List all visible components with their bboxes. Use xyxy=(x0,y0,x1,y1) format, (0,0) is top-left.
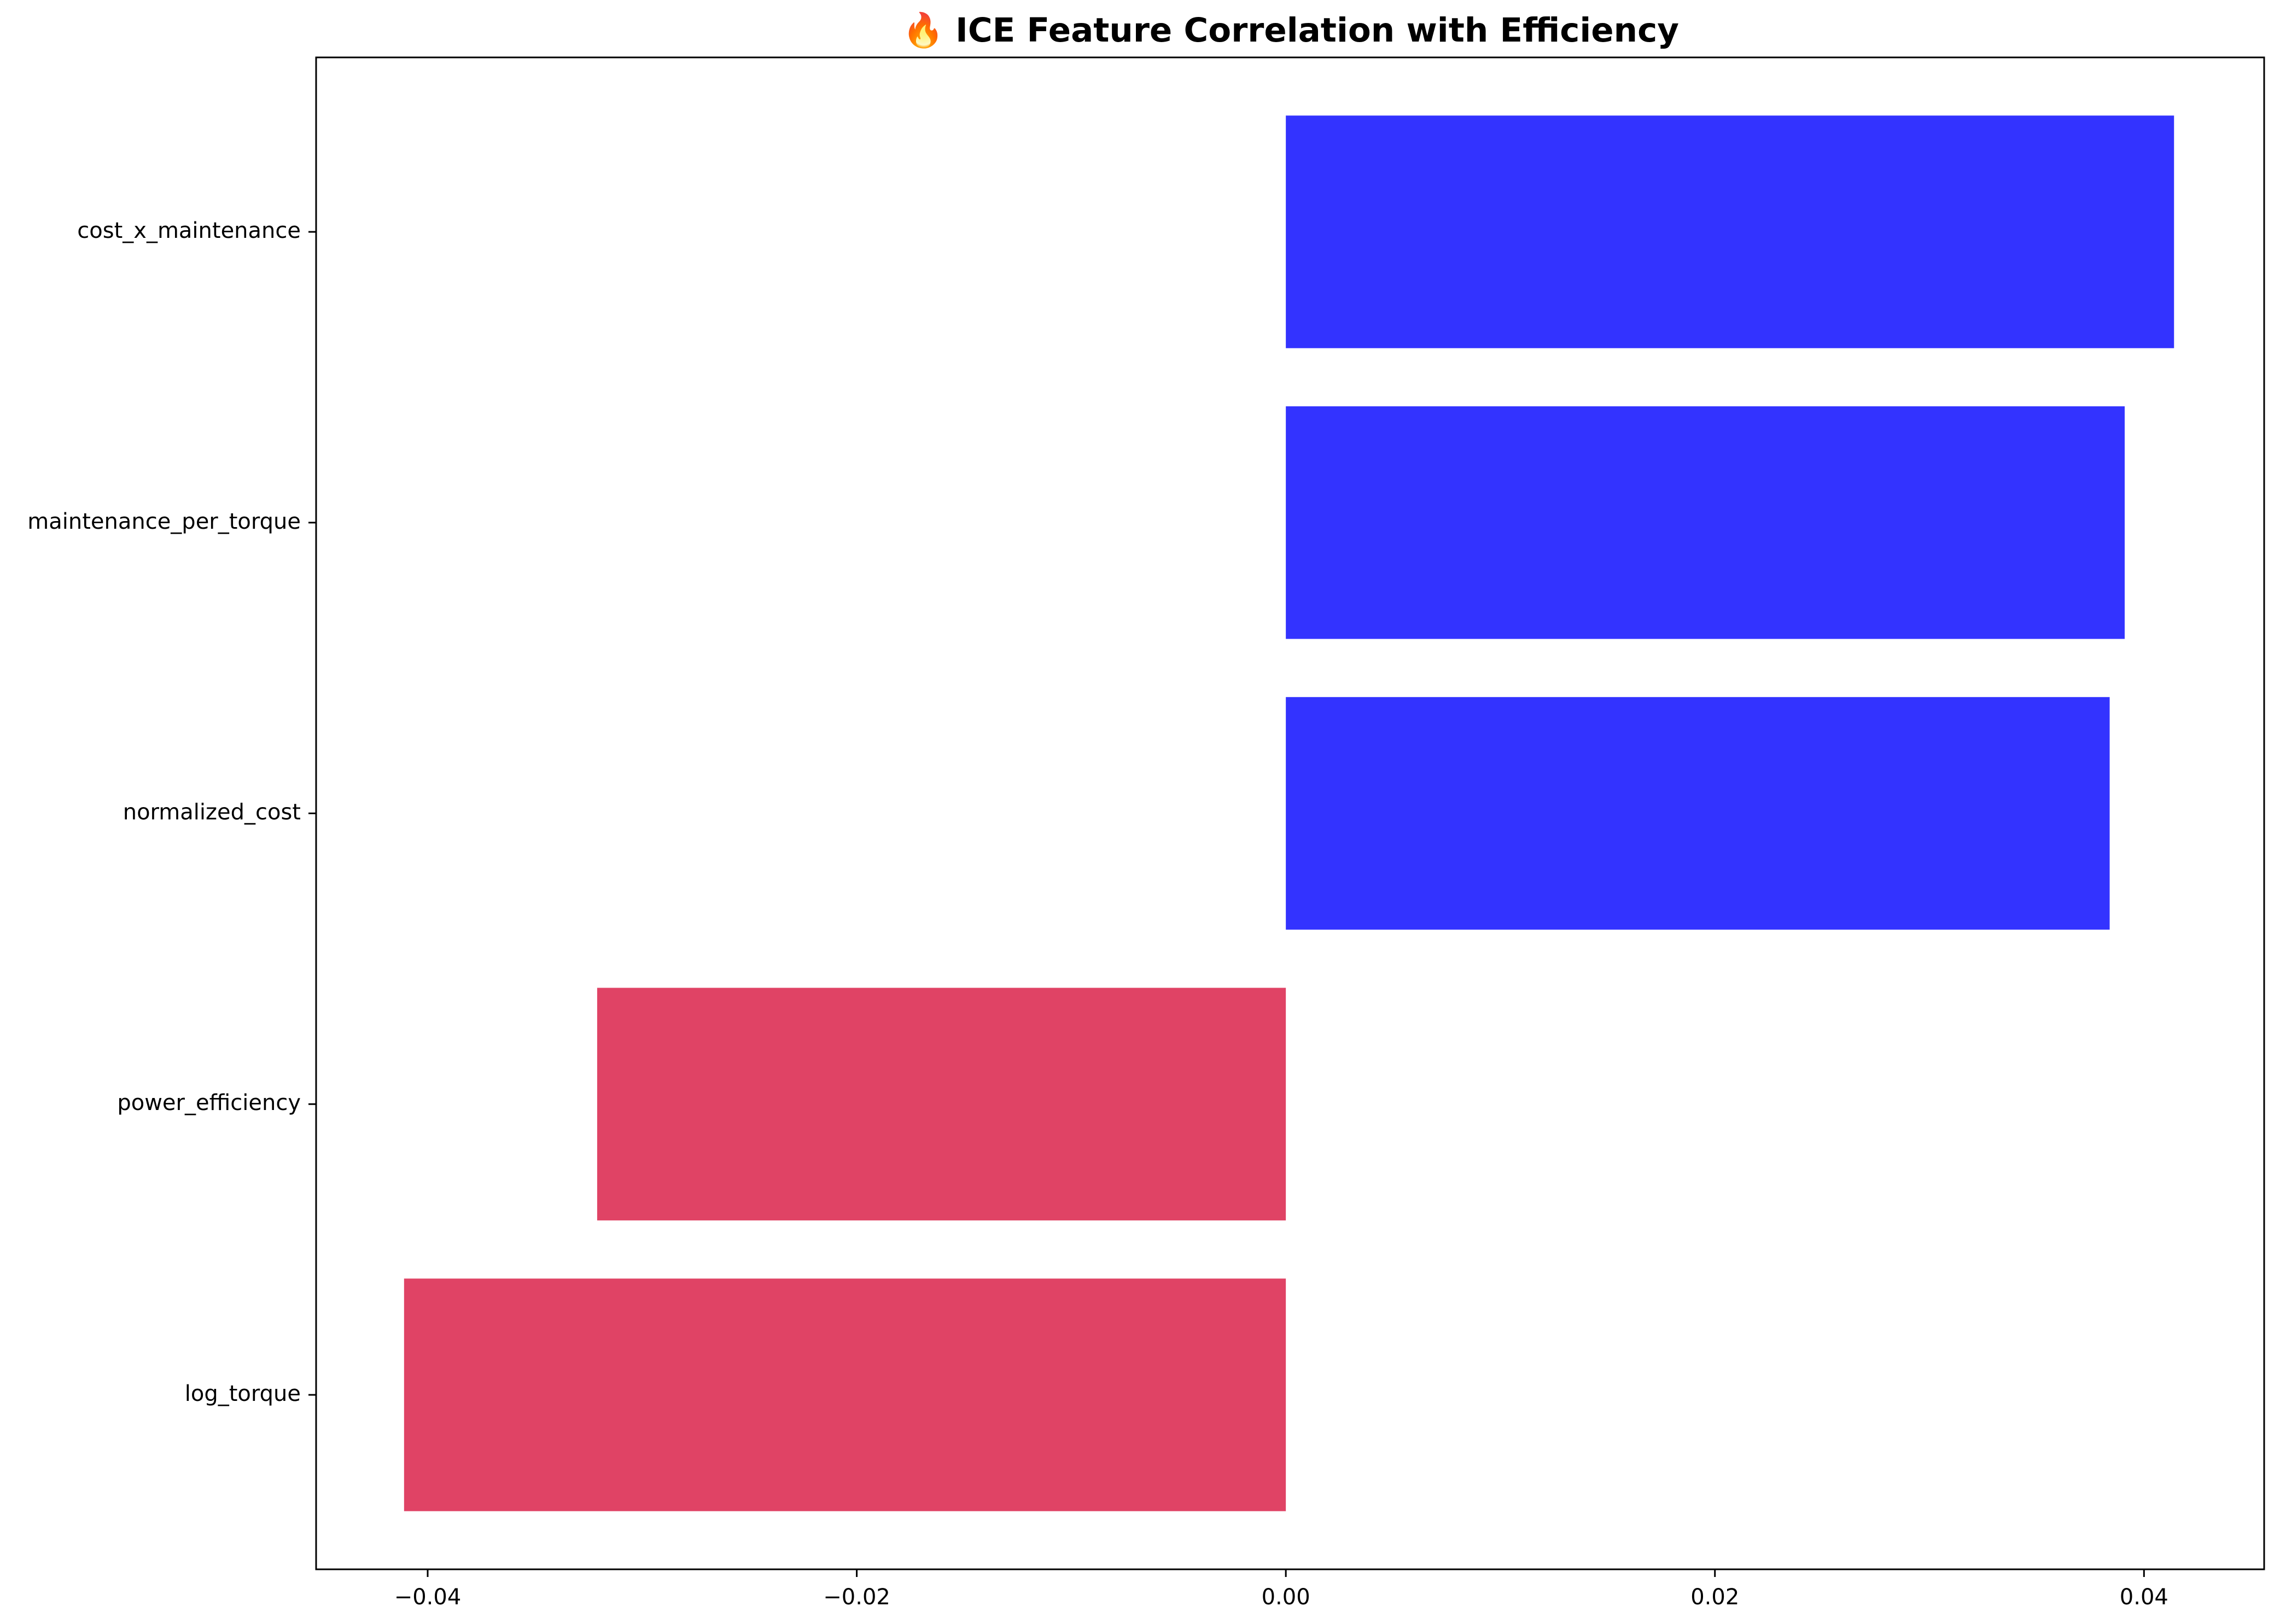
x-tick-label: 0.02 xyxy=(1690,1585,1739,1610)
plot-frame xyxy=(315,56,2265,1570)
x-tick-label: −0.02 xyxy=(823,1585,890,1610)
bar-power_efficiency xyxy=(597,988,1286,1220)
x-tick-label: 0.00 xyxy=(1262,1585,1310,1610)
bar-maintenance_per_torque xyxy=(1286,406,2125,639)
bar-log_torque xyxy=(404,1278,1286,1511)
chart-title: 🔥 ICE Feature Correlation with Efficienc… xyxy=(902,11,1679,50)
y-tick-label: power_efficiency xyxy=(117,1090,301,1115)
y-tick-label: maintenance_per_torque xyxy=(27,509,301,534)
x-tick-label: 0.04 xyxy=(2120,1585,2168,1610)
x-axis-ticks: −0.04 −0.02 0.00 0.02 0.04 xyxy=(394,1569,2168,1610)
y-tick-label: log_torque xyxy=(185,1381,301,1406)
x-tick-label: −0.04 xyxy=(394,1585,462,1610)
y-axis-ticks: cost_x_maintenance maintenance_per_torque… xyxy=(27,218,316,1406)
bar-cost_x_maintenance xyxy=(1286,115,2174,348)
y-tick-label: normalized_cost xyxy=(123,800,301,825)
bars-group xyxy=(404,115,2174,1511)
bar-normalized_cost xyxy=(1286,697,2110,930)
y-tick-label: cost_x_maintenance xyxy=(77,218,301,243)
